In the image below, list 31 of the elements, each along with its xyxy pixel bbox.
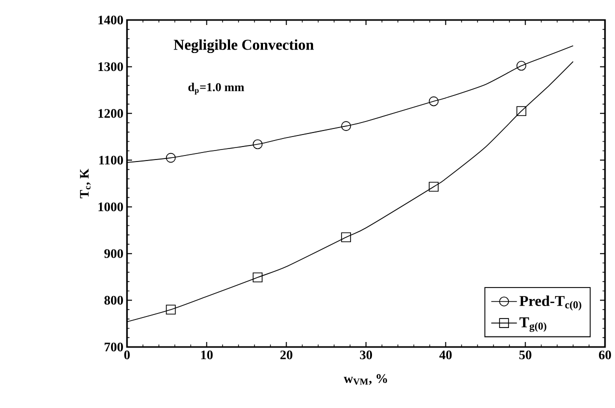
point [166,304,176,315]
annotation: d$_{p}$=1.0 mm [188,82,244,95]
y-tick-label: 1000 [98,202,123,212]
legend-label: Pred-T$_{c(0)}$ [520,296,582,310]
x-tick-label: 60 [598,350,612,360]
annotation: Negligible Convection [174,39,314,54]
y-tick-label: 800 [104,296,123,305]
y-tick-label: 700 [104,342,123,352]
y-tick-label: 1100 [99,156,123,165]
legend-label: T$_{g(0)}$ [519,317,546,332]
point [252,139,263,150]
x-tick-label: 10 [201,350,213,360]
x-axis-title: w$_{VM}$, % [344,374,388,385]
x-tick-label: 30 [360,350,372,360]
point [428,96,439,106]
point [341,232,351,242]
y-tick-label: 1300 [98,62,123,72]
y-tick-label: 900 [104,249,123,258]
x-tick-label: 40 [439,350,452,360]
x-tick-label: 50 [519,350,532,360]
y-tick-label: 1200 [98,109,123,118]
point [516,60,526,71]
point [428,182,439,192]
y-axis-title: T$_{c}$, K [80,168,91,198]
point [341,121,351,131]
point [252,272,263,282]
point [516,106,526,116]
y-tick-label: 1400 [98,16,123,24]
x-tick-label: 0 [124,350,130,360]
x-tick-label: 20 [280,350,292,360]
point [166,152,176,163]
